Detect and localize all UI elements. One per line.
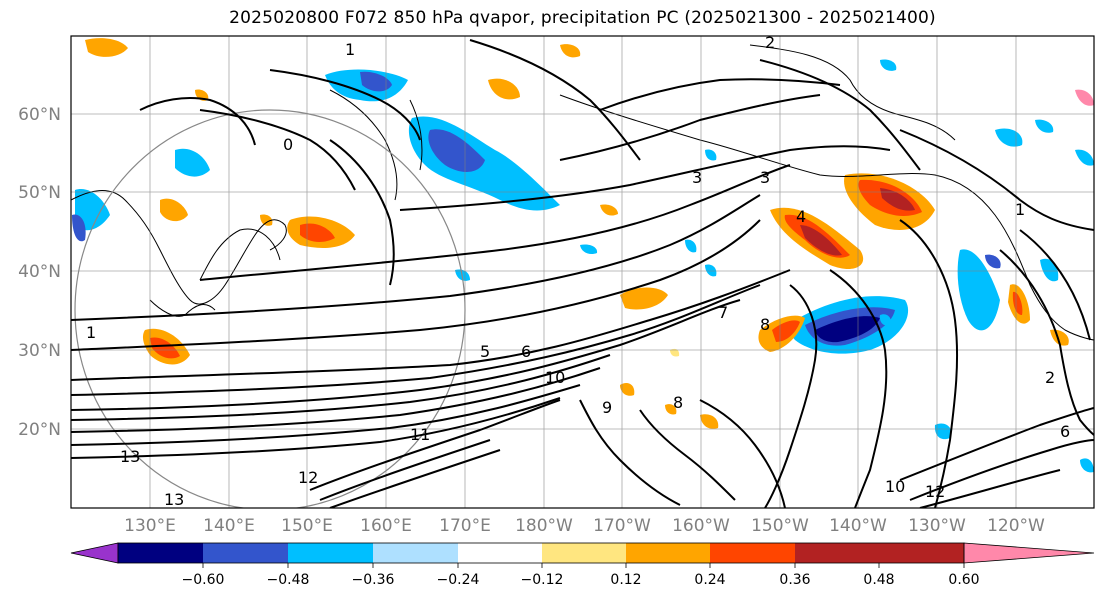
contour-label: 11: [410, 425, 430, 444]
lon-label: 170°W: [593, 516, 651, 536]
lat-label: 50°N: [18, 183, 61, 203]
contour-label: 6: [1060, 422, 1070, 441]
lon-label: 120°W: [987, 516, 1045, 536]
colorbar-segment: [458, 543, 542, 563]
lon-label: 150°E: [281, 516, 333, 536]
map-frame: [70, 35, 1095, 509]
lat-label: 30°N: [18, 341, 61, 361]
contour-label: 9: [602, 398, 612, 417]
lat-label: 20°N: [18, 420, 61, 440]
contour-label: 3: [760, 168, 770, 187]
lon-label: 160°E: [360, 516, 412, 536]
region-boundary: [74, 109, 466, 508]
lon-label: 140°W: [829, 516, 887, 536]
contour-label: 13: [164, 490, 184, 509]
contour-label: 10: [545, 368, 565, 387]
colorbar-segment: [795, 543, 879, 563]
lat-label: 40°N: [18, 262, 61, 282]
contour-label: 0: [283, 135, 293, 154]
colorbar-tick-label: 0.12: [610, 572, 641, 588]
colorbar-tick-label: −0.12: [521, 572, 564, 588]
colorbar-segment: [373, 543, 458, 563]
lon-label: 130°E: [124, 516, 176, 536]
contour-label: 1: [1015, 200, 1025, 219]
lon-label: 170°E: [439, 516, 491, 536]
colorbar-segment: [118, 543, 203, 563]
colorbar-segment: [710, 543, 795, 563]
contour-label: 8: [673, 393, 683, 412]
contour-label: 3: [692, 168, 702, 187]
contour-label: 8: [760, 315, 770, 334]
lat-label: 60°N: [18, 105, 61, 125]
contour-label: 10: [885, 477, 905, 496]
colorbar-extend-high: [963, 542, 1095, 564]
colorbar-tick-label: 0.36: [779, 572, 810, 588]
colorbar-segment: [542, 543, 626, 563]
contour-label: 12: [925, 482, 945, 501]
contour-label: 1: [345, 40, 355, 59]
colorbar-tick-label: 0.60: [948, 572, 979, 588]
contour-label: 1: [86, 323, 96, 342]
longitude-labels: 130°E 140°E 150°E 160°E 170°E 180°W 170°…: [124, 516, 1045, 536]
lon-label: 160°W: [672, 516, 730, 536]
contour-label: 12: [298, 468, 318, 487]
contour-label: 13: [120, 447, 140, 466]
precip-shading: [72, 38, 1094, 473]
colorbar: −0.60 −0.48 −0.36 −0.24 −0.12 0.12 0.24 …: [70, 542, 1095, 588]
lon-label: 180°W: [515, 516, 573, 536]
colorbar-tick-label: −0.48: [267, 572, 310, 588]
colorbar-segment: [879, 543, 964, 563]
contour-label: 2: [1045, 368, 1055, 387]
colorbar-segment: [626, 543, 710, 563]
contour-label: 7: [718, 303, 728, 322]
contour-label: 4: [796, 207, 806, 226]
colorbar-segment: [288, 543, 373, 563]
contour-label: 2: [765, 33, 775, 52]
colorbar-tick-label: −0.24: [437, 572, 480, 588]
colorbar-segment: [203, 543, 288, 563]
colorbar-extend-low: [70, 542, 119, 564]
figure-title: 2025020800 F072 850 hPa qvapor, precipit…: [229, 8, 936, 28]
colorbar-tick-label: −0.60: [182, 572, 225, 588]
colorbar-tick-label: 0.24: [694, 572, 725, 588]
lon-label: 140°E: [203, 516, 255, 536]
qvapor-contours: [71, 39, 1094, 508]
colorbar-tick-label: −0.36: [352, 572, 395, 588]
lon-label: 150°W: [751, 516, 809, 536]
colorbar-tick-label: 0.48: [863, 572, 894, 588]
contour-label: 6: [521, 342, 531, 361]
contour-labels: 1 2 3 3 4 5 6 7 8 9 10 10 11 12 12 13 13…: [86, 33, 1070, 509]
lon-label: 130°W: [908, 516, 966, 536]
contour-label: 5: [480, 342, 490, 361]
latitude-labels: 60°N 50°N 40°N 30°N 20°N: [18, 105, 61, 440]
